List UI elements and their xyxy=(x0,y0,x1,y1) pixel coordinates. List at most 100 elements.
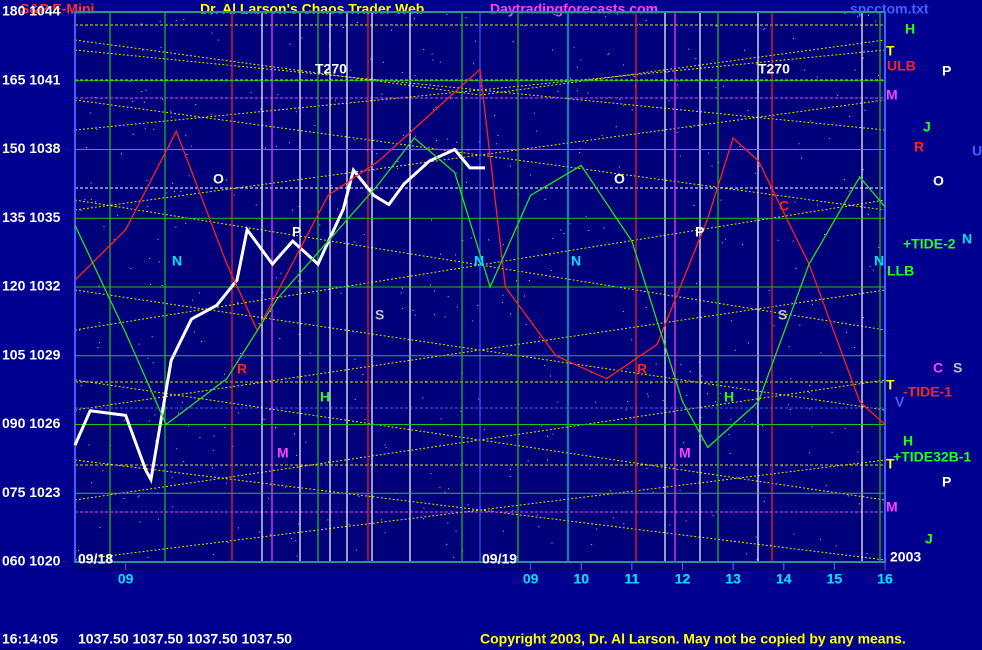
y-tick-label: 180 1044 xyxy=(2,3,61,19)
star-dot xyxy=(472,63,474,65)
star-dot xyxy=(793,533,795,535)
star-dot xyxy=(425,380,427,382)
star-dot xyxy=(269,409,271,411)
star-dot xyxy=(258,323,260,325)
star-dot xyxy=(844,13,846,15)
star-dot xyxy=(729,453,731,455)
star-dot xyxy=(615,126,617,128)
star-dot xyxy=(141,91,143,93)
star-dot xyxy=(173,191,175,193)
star-dot xyxy=(275,146,277,148)
annotation: T xyxy=(886,377,895,393)
star-dot xyxy=(809,408,811,410)
star-dot xyxy=(835,545,837,547)
star-dot xyxy=(98,342,100,344)
star-dot xyxy=(385,446,387,448)
star-dot xyxy=(718,161,720,163)
star-dot xyxy=(569,77,571,79)
annotation: M xyxy=(277,445,289,461)
star-dot xyxy=(301,280,303,282)
star-dot xyxy=(440,418,442,420)
star-dot xyxy=(435,106,437,108)
star-dot xyxy=(171,116,173,118)
star-dot xyxy=(591,544,593,546)
star-dot xyxy=(844,427,846,429)
star-dot xyxy=(199,437,201,439)
star-dot xyxy=(676,84,678,86)
quote: 1037.50 1037.50 1037.50 1037.50 xyxy=(78,631,292,647)
star-dot xyxy=(808,391,810,393)
star-dot xyxy=(671,282,673,284)
star-dot xyxy=(763,29,765,31)
star-dot xyxy=(553,13,555,15)
star-dot xyxy=(715,87,717,89)
annotation: M xyxy=(886,499,898,515)
star-dot xyxy=(130,267,132,269)
star-dot xyxy=(186,154,188,156)
star-dot xyxy=(85,146,87,148)
star-dot xyxy=(509,165,511,167)
star-dot xyxy=(730,418,732,420)
star-dot xyxy=(328,461,330,463)
star-dot xyxy=(789,409,791,411)
star-dot xyxy=(589,468,591,470)
star-dot xyxy=(852,294,854,296)
star-dot xyxy=(80,385,82,387)
star-dot xyxy=(355,549,357,551)
annotation: R xyxy=(914,139,924,155)
star-dot xyxy=(579,151,581,153)
annotation: N xyxy=(962,231,972,247)
site-title: Dr. Al Larson's Chaos Trader Web xyxy=(200,1,424,17)
star-dot xyxy=(849,116,851,118)
star-dot xyxy=(798,143,800,145)
star-dot xyxy=(693,205,695,207)
star-dot xyxy=(550,269,552,271)
star-dot xyxy=(160,46,162,48)
star-dot xyxy=(172,182,174,184)
star-dot xyxy=(552,237,554,239)
star-dot xyxy=(439,61,441,63)
star-dot xyxy=(284,487,286,489)
star-dot xyxy=(176,448,178,450)
star-dot xyxy=(239,353,241,355)
star-dot xyxy=(172,506,174,508)
star-dot xyxy=(777,239,779,241)
annotation: +TIDE32B-1 xyxy=(893,449,971,465)
star-dot xyxy=(295,540,297,542)
star-dot xyxy=(639,23,641,25)
star-dot xyxy=(238,412,240,414)
star-dot xyxy=(679,155,681,157)
star-dot xyxy=(551,49,553,51)
star-dot xyxy=(193,331,195,333)
star-dot xyxy=(645,20,647,22)
star-dot xyxy=(809,384,811,386)
star-dot xyxy=(275,277,277,279)
star-dot xyxy=(690,126,692,128)
star-dot xyxy=(124,419,126,421)
star-dot xyxy=(78,550,80,552)
star-dot xyxy=(607,54,609,56)
star-dot xyxy=(768,289,770,291)
star-dot xyxy=(816,204,818,206)
star-dot xyxy=(120,153,122,155)
star-dot xyxy=(292,209,294,211)
star-dot xyxy=(866,553,868,555)
star-dot xyxy=(706,393,708,395)
star-dot xyxy=(185,135,187,137)
star-dot xyxy=(327,519,329,521)
star-dot xyxy=(89,112,91,114)
star-dot xyxy=(116,214,118,216)
star-dot xyxy=(456,141,458,143)
star-dot xyxy=(137,496,139,498)
star-dot xyxy=(262,292,264,294)
star-dot xyxy=(655,363,657,365)
star-dot xyxy=(502,294,504,296)
star-dot xyxy=(138,495,140,497)
star-dot xyxy=(79,329,81,331)
star-dot xyxy=(721,242,723,244)
annotation: T270 xyxy=(758,61,790,77)
star-dot xyxy=(99,527,101,529)
star-dot xyxy=(820,352,822,354)
star-dot xyxy=(862,169,864,171)
star-dot xyxy=(295,111,297,113)
